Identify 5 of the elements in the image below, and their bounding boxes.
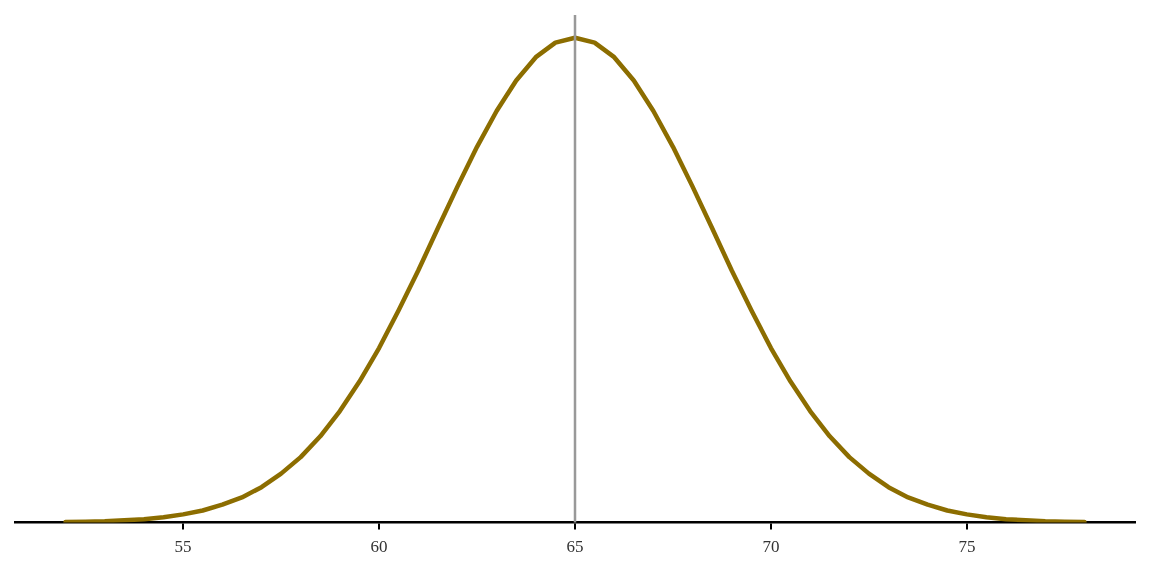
x-tick-label: 60 xyxy=(370,537,388,557)
x-tick-label: 65 xyxy=(566,537,584,557)
x-tick-label: 75 xyxy=(958,537,976,557)
x-tick-label: 55 xyxy=(174,537,192,557)
x-tick-label: 70 xyxy=(762,537,780,557)
